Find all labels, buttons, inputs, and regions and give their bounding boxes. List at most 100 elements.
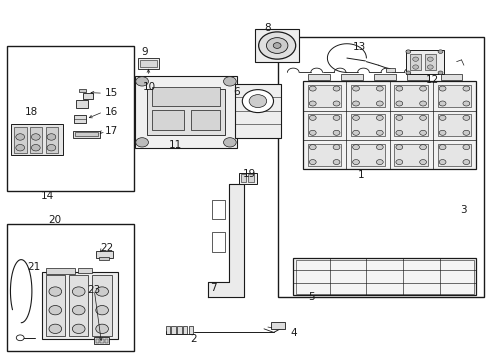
Bar [350,144,384,166]
Bar [240,174,246,182]
Circle shape [437,71,442,75]
Bar [248,174,254,182]
Circle shape [352,115,359,120]
Circle shape [16,335,24,341]
Bar [234,84,281,138]
Circle shape [462,145,469,150]
Bar [340,74,362,80]
Circle shape [419,101,426,106]
Circle shape [49,306,61,315]
Circle shape [266,38,287,53]
Bar [11,125,62,155]
Circle shape [376,145,383,150]
Circle shape [309,145,316,150]
Circle shape [352,86,359,91]
Circle shape [395,130,402,135]
Bar [42,272,118,338]
Circle shape [376,101,383,106]
Bar [76,100,88,108]
Text: 12: 12 [425,75,438,85]
Circle shape [395,159,402,165]
Text: 9: 9 [141,46,147,57]
Text: 3: 3 [460,206,466,216]
Bar [96,251,113,258]
Bar [350,114,384,136]
Bar [211,200,225,220]
Circle shape [242,90,273,113]
Circle shape [332,159,339,165]
Circle shape [309,130,316,135]
Bar [295,260,473,294]
Circle shape [427,65,432,69]
Bar [277,37,484,297]
Circle shape [72,287,85,296]
Bar [440,74,462,80]
Circle shape [352,130,359,135]
Circle shape [438,101,445,106]
Circle shape [136,77,148,86]
Bar [183,326,187,334]
Circle shape [16,144,24,151]
Circle shape [376,86,383,91]
Text: 7: 7 [209,283,216,293]
Bar [94,337,109,344]
Bar [394,114,427,136]
Circle shape [309,115,316,120]
Bar [147,89,224,135]
Bar [394,85,427,107]
Text: 2: 2 [190,333,196,343]
Circle shape [419,86,426,91]
Circle shape [47,144,56,151]
Circle shape [376,159,383,165]
Bar [255,30,299,62]
Text: 19: 19 [242,168,256,179]
Bar [45,127,58,153]
Bar [307,85,341,107]
Circle shape [462,159,469,165]
Bar [271,322,285,329]
Circle shape [96,324,108,333]
Bar [79,89,86,92]
Circle shape [332,115,339,120]
Bar [135,76,237,148]
Bar [45,267,75,274]
Circle shape [438,130,445,135]
Polygon shape [207,184,244,297]
Bar [45,275,65,336]
Bar [409,54,420,70]
Circle shape [376,130,383,135]
Circle shape [419,115,426,120]
Circle shape [462,101,469,106]
Circle shape [72,324,85,333]
Circle shape [16,134,24,140]
Bar [140,59,157,67]
Text: 6: 6 [233,87,240,97]
Bar [100,338,103,343]
Bar [14,127,26,153]
Circle shape [419,130,426,135]
Bar [82,93,93,99]
Bar [424,54,435,70]
Bar [74,115,86,123]
Bar [6,224,134,351]
Text: 10: 10 [142,82,156,92]
Bar [307,74,329,80]
Bar [373,74,395,80]
Circle shape [309,101,316,106]
Circle shape [395,101,402,106]
Circle shape [332,101,339,106]
Bar [104,338,108,343]
Circle shape [136,138,148,147]
Circle shape [419,145,426,150]
Bar [92,275,112,336]
Bar [171,326,175,334]
Circle shape [395,145,402,150]
Circle shape [223,138,236,147]
Circle shape [438,86,445,91]
Circle shape [31,134,40,140]
Text: 16: 16 [105,107,118,117]
Bar [350,85,384,107]
Circle shape [332,145,339,150]
Circle shape [352,145,359,150]
Bar [99,257,109,260]
